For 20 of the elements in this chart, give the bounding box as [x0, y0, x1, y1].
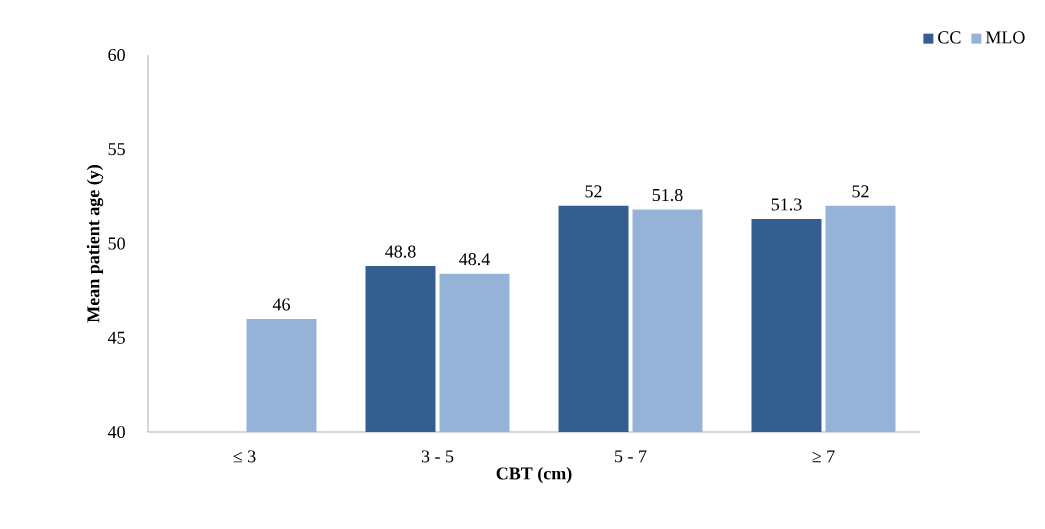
data-label: 51.8: [652, 188, 683, 202]
y-tick-label: 55: [108, 143, 125, 156]
legend-label: MLO: [985, 31, 1025, 44]
legend-label: CC: [938, 31, 961, 44]
y-axis-title: Mean patient age (y): [86, 165, 104, 323]
y-tick-label: 60: [108, 48, 125, 62]
data-label: 48.8: [385, 245, 416, 258]
y-tick-label: 45: [107, 331, 125, 344]
x-tick-label: 5 - 7: [615, 450, 647, 463]
x-tick-label: ≤ 3: [233, 450, 256, 463]
y-tick-label: 50: [108, 237, 125, 250]
x-tick-label: ≥ 7: [812, 450, 835, 463]
y-tick-label: 40: [107, 425, 125, 439]
data-label: 48.4: [459, 253, 490, 266]
x-tick-label: 3 - 5: [421, 450, 454, 463]
data-label: 52: [852, 185, 869, 198]
data-label: 51.3: [771, 198, 802, 211]
x-axis-title: CBT (cm): [496, 466, 572, 484]
data-label: 52: [585, 185, 602, 198]
data-label: 46: [272, 298, 290, 311]
